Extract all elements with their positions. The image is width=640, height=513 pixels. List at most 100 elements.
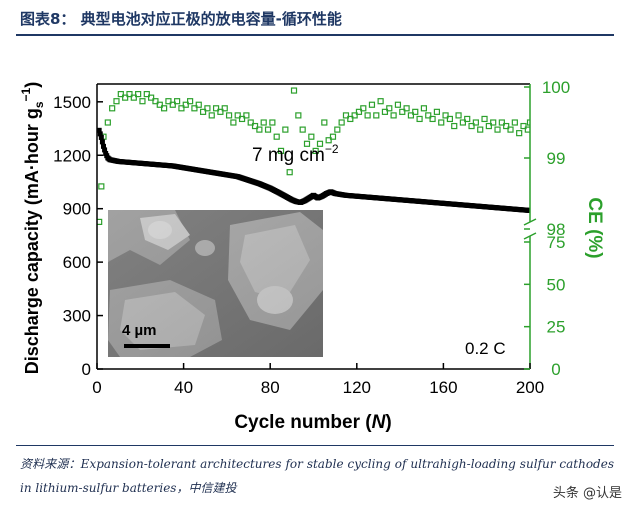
ce-point (498, 119, 505, 126)
y-left-tick-label: 300 (63, 307, 91, 326)
ce-point (117, 90, 124, 98)
ce-point (234, 112, 241, 119)
ce-point (212, 105, 220, 112)
ce-point (464, 115, 471, 123)
capacity-point (99, 139, 105, 145)
plot-frame (96, 83, 537, 370)
header-divider (16, 34, 614, 36)
x-tick-label: 160 (429, 378, 457, 397)
y-right-tick-label: 0 (551, 360, 560, 379)
ce-point (334, 126, 341, 133)
y-left-tick-label: 600 (63, 253, 91, 272)
x-axis-ticks: 0 40 80 120 160 200 (92, 363, 544, 397)
y-left-axis-label: Discharge capacity (mA·hour gs−1) (19, 82, 46, 374)
figure-title: 图表8： 典型电池对应正极的放电容量-循环性能 (20, 10, 342, 28)
ce-point (217, 108, 224, 115)
ce-point (251, 122, 259, 130)
ce-point (208, 112, 215, 119)
y-right-axis-label: CE (%) (584, 197, 605, 258)
ce-point (377, 98, 384, 105)
ce-point (351, 112, 358, 119)
ce-point (256, 126, 263, 133)
ce-point (433, 108, 441, 115)
ce-point (230, 119, 237, 126)
ce-point (494, 126, 501, 133)
ce-point (113, 98, 120, 105)
ce-point (143, 90, 150, 98)
ce-point (264, 126, 272, 133)
ce-point (312, 147, 319, 154)
ce-point (368, 101, 376, 108)
y-left-tick-label: 1500 (53, 93, 91, 112)
ce-point (98, 183, 105, 190)
ce-point (225, 112, 233, 119)
ce-point (468, 122, 475, 130)
ce-point (507, 126, 514, 133)
ce-point (247, 119, 254, 126)
y-left-axis-ticks: 0 300 600 900 1200 1500 (53, 93, 103, 379)
inset-scale-bar-label: 4 µm (122, 322, 157, 339)
ce-point (286, 169, 293, 176)
ce-point (516, 130, 523, 137)
ce-point (282, 126, 289, 133)
ce-point (477, 126, 484, 133)
ce-point (455, 112, 462, 119)
ce-point (459, 119, 466, 126)
ce-point (386, 105, 393, 112)
ce-point (303, 140, 311, 147)
ce-point (156, 101, 163, 108)
ce-point (243, 112, 250, 119)
y-right-tick-label: 50 (547, 275, 566, 294)
x-tick-label: 120 (343, 378, 371, 397)
ce-point (399, 108, 406, 115)
footer-divider (16, 445, 614, 446)
ce-point (490, 119, 497, 126)
ce-point (152, 98, 159, 105)
ce-point (122, 94, 129, 101)
ce-point (338, 119, 345, 126)
ce-point (373, 112, 380, 119)
y-left-tick-label: 0 (82, 360, 91, 379)
sem-inset-image: 4 µm (108, 210, 323, 357)
ce-point (420, 105, 428, 112)
capacity-point (97, 131, 103, 137)
ce-point (442, 112, 449, 119)
capacity-point (98, 134, 104, 140)
ce-point (485, 122, 492, 130)
x-tick-label: 200 (516, 378, 544, 397)
y-right-tick-label: 75 (547, 233, 566, 252)
ce-point (364, 112, 371, 119)
ce-point (104, 119, 111, 126)
watermark: 头条 @认是 (552, 486, 622, 501)
x-tick-label: 40 (174, 378, 193, 397)
y-right-tick-label: 25 (547, 318, 566, 337)
ce-point (394, 101, 402, 108)
ce-point (178, 105, 185, 112)
ce-point (174, 98, 181, 105)
ce-point (109, 105, 116, 112)
ce-point (524, 126, 530, 133)
ce-point (511, 119, 518, 126)
ce-point (299, 126, 306, 133)
ce-point (429, 115, 436, 123)
ce-point (451, 122, 458, 130)
ce-point (186, 98, 194, 105)
ce-point (161, 105, 168, 112)
ce-point (526, 119, 530, 126)
source-citation: 资料来源：Expansion-tolerant architectures fo… (20, 457, 614, 495)
loading-annotation: 7 mg cm−2 (252, 142, 339, 166)
ce-point (329, 133, 337, 140)
ce-point (472, 119, 479, 126)
ce-point (290, 87, 298, 94)
capacity-point (102, 147, 108, 153)
ce-point (221, 105, 228, 112)
ce-point (165, 98, 172, 105)
x-tick-label: 0 (92, 378, 101, 397)
ce-point (126, 90, 133, 98)
y-left-tick-label: 1200 (53, 146, 91, 165)
ce-point (135, 90, 142, 98)
ce-point (347, 115, 354, 123)
ce-point (130, 94, 137, 101)
ce-point (321, 119, 328, 126)
ce-point (260, 119, 267, 126)
